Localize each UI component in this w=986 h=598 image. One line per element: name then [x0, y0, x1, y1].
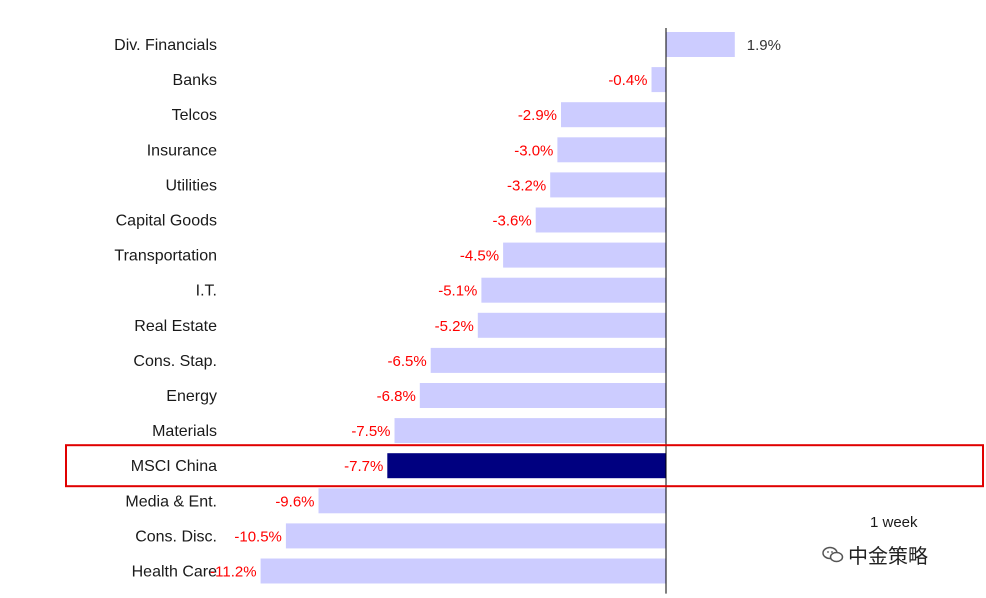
bar-real-estate — [477, 312, 666, 338]
category-label: Materials — [152, 423, 217, 440]
bar-cons-disc — [285, 523, 666, 549]
category-label: Telcos — [172, 107, 217, 124]
value-label: -4.5% — [460, 248, 499, 265]
category-label: MSCI China — [131, 458, 217, 475]
category-label: Cons. Stap. — [133, 353, 217, 370]
watermark: 中金策略 — [822, 540, 928, 569]
value-label: -3.6% — [493, 213, 532, 230]
category-label: Energy — [166, 388, 217, 405]
wechat-icon — [822, 546, 844, 562]
bar-capital-goods — [535, 207, 666, 233]
bars-group — [260, 32, 735, 584]
category-label: Capital Goods — [116, 213, 217, 230]
bar-transportation — [503, 242, 666, 268]
value-label: -3.0% — [514, 142, 553, 159]
bar-insurance — [557, 137, 666, 163]
category-label: Banks — [173, 72, 217, 89]
category-label: Div. Financials — [114, 37, 217, 54]
category-label: Transportation — [114, 248, 217, 265]
bar-energy — [419, 383, 666, 408]
value-label: -3.2% — [507, 177, 546, 194]
category-label: Insurance — [147, 142, 217, 159]
value-label: -5.1% — [438, 283, 477, 300]
category-label: Utilities — [165, 177, 217, 194]
value-label: 1.9% — [747, 37, 781, 54]
value-label: -5.2% — [435, 318, 474, 335]
legend-label: 1 week — [870, 514, 918, 531]
value-label: -2.9% — [518, 107, 557, 124]
bar-utilities — [550, 172, 666, 198]
bar-media-ent — [318, 488, 666, 514]
bar-telcos — [561, 102, 666, 128]
category-label: I.T. — [196, 283, 217, 300]
bar-materials — [394, 418, 666, 444]
bar-cons-stap — [430, 347, 666, 373]
labels-group: Div. Financials 1.9% Banks -0.4% Telcos -2.9%… — [114, 37, 781, 581]
value-label: -9.6% — [275, 493, 314, 510]
bar-i-t — [481, 277, 666, 303]
category-label: Real Estate — [134, 318, 217, 335]
value-label: -7.5% — [351, 423, 390, 440]
value-label: -11.2% — [210, 564, 256, 581]
value-label: -6.8% — [377, 388, 416, 405]
value-label: -7.7% — [344, 458, 383, 475]
bar-div-financials — [666, 32, 735, 57]
bar-msci-china — [387, 453, 666, 479]
value-label: -10.5% — [234, 528, 282, 545]
watermark-text: 中金策略 — [848, 544, 928, 568]
value-label: -0.4% — [608, 72, 647, 89]
category-label: Health Care — [132, 564, 217, 581]
category-label: Cons. Disc. — [135, 528, 217, 545]
value-label: -6.5% — [388, 353, 427, 370]
bar-banks — [651, 67, 666, 93]
highlight-box — [65, 444, 984, 488]
category-label: Media & Ent. — [125, 493, 217, 510]
bar-health-care — [260, 558, 666, 584]
